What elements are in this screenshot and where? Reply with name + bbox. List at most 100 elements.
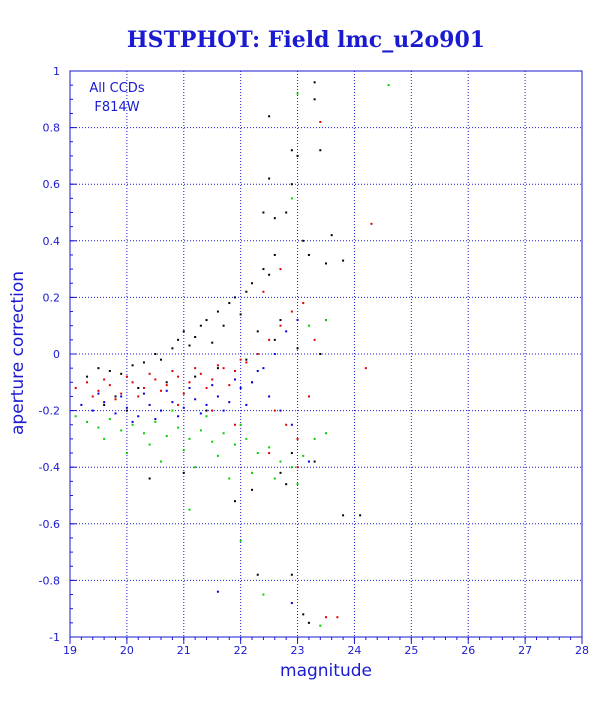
data-point	[188, 381, 191, 384]
data-point	[131, 420, 134, 423]
data-point	[285, 483, 288, 486]
data-point	[233, 296, 236, 299]
data-point	[171, 369, 174, 372]
data-point	[302, 454, 305, 457]
data-point	[342, 514, 345, 517]
data-point	[188, 386, 191, 389]
data-point	[103, 437, 106, 440]
data-point	[165, 384, 168, 387]
data-point	[336, 616, 339, 619]
data-point	[370, 222, 373, 225]
data-point	[165, 381, 168, 384]
data-point	[86, 420, 89, 423]
data-point	[262, 290, 265, 293]
data-point	[114, 412, 117, 415]
data-point	[319, 353, 322, 355]
data-point	[307, 253, 310, 256]
data-point	[296, 466, 299, 469]
data-point	[177, 426, 180, 429]
data-point	[171, 347, 174, 350]
data-point	[211, 384, 214, 387]
data-point	[290, 602, 293, 605]
data-point	[245, 361, 248, 364]
data-point	[302, 302, 305, 305]
data-point	[273, 353, 276, 355]
data-point	[296, 483, 299, 486]
data-point	[222, 367, 225, 370]
data-point	[279, 460, 282, 463]
y-tick-label: 0.8	[43, 122, 61, 135]
data-point	[313, 338, 316, 341]
data-point	[290, 183, 293, 186]
data-point	[148, 372, 151, 375]
data-point	[313, 437, 316, 440]
data-point	[182, 330, 185, 333]
data-point	[319, 120, 322, 123]
data-point	[245, 358, 248, 361]
data-point	[290, 573, 293, 576]
data-point	[97, 389, 100, 392]
data-point	[268, 273, 271, 276]
data-point	[285, 330, 288, 333]
data-point	[137, 415, 140, 418]
data-point	[74, 415, 77, 418]
data-point	[216, 367, 219, 370]
data-point	[296, 347, 299, 350]
data-point	[239, 358, 242, 361]
data-point	[325, 432, 327, 435]
data-point	[211, 440, 214, 443]
data-point	[125, 375, 128, 378]
data-point	[273, 338, 276, 341]
data-point	[233, 443, 236, 446]
data-point	[86, 375, 89, 378]
data-point	[177, 338, 180, 341]
data-point	[239, 539, 242, 542]
data-point	[125, 406, 128, 409]
data-point	[285, 211, 288, 214]
data-point	[239, 313, 242, 316]
data-point	[194, 375, 197, 378]
data-point	[262, 211, 265, 214]
data-point	[359, 514, 362, 517]
data-point	[160, 389, 163, 392]
data-point	[194, 398, 197, 401]
data-point	[239, 386, 242, 389]
data-point	[194, 367, 197, 370]
data-point	[205, 386, 208, 389]
data-point	[120, 392, 123, 395]
data-point	[296, 92, 299, 95]
data-point	[182, 449, 185, 452]
data-point	[188, 344, 191, 347]
data-point	[154, 418, 157, 421]
data-point	[216, 364, 219, 367]
data-point	[142, 432, 145, 435]
data-point	[228, 477, 231, 480]
y-tick-label: 0.6	[43, 178, 61, 191]
data-point	[228, 302, 231, 305]
data-point	[97, 367, 100, 370]
data-point	[199, 412, 202, 415]
data-point	[256, 330, 259, 333]
data-point	[279, 319, 282, 322]
data-point	[256, 573, 259, 576]
data-point	[268, 395, 271, 398]
data-point	[290, 310, 293, 313]
x-tick-label: 21	[177, 644, 191, 657]
data-point	[74, 386, 77, 389]
data-point	[205, 403, 208, 406]
data-point	[330, 234, 333, 237]
data-point	[307, 324, 310, 327]
data-point	[108, 384, 111, 387]
data-point	[268, 115, 271, 118]
x-tick-label: 23	[291, 644, 305, 657]
data-point	[307, 460, 310, 463]
annotation-ccds: All CCDs	[89, 81, 144, 96]
data-point	[165, 389, 168, 392]
data-point	[302, 239, 305, 242]
data-point	[205, 319, 208, 322]
data-point	[91, 395, 94, 398]
data-point	[268, 446, 271, 449]
data-point	[222, 324, 225, 327]
data-point	[194, 336, 197, 339]
data-point	[171, 401, 174, 404]
